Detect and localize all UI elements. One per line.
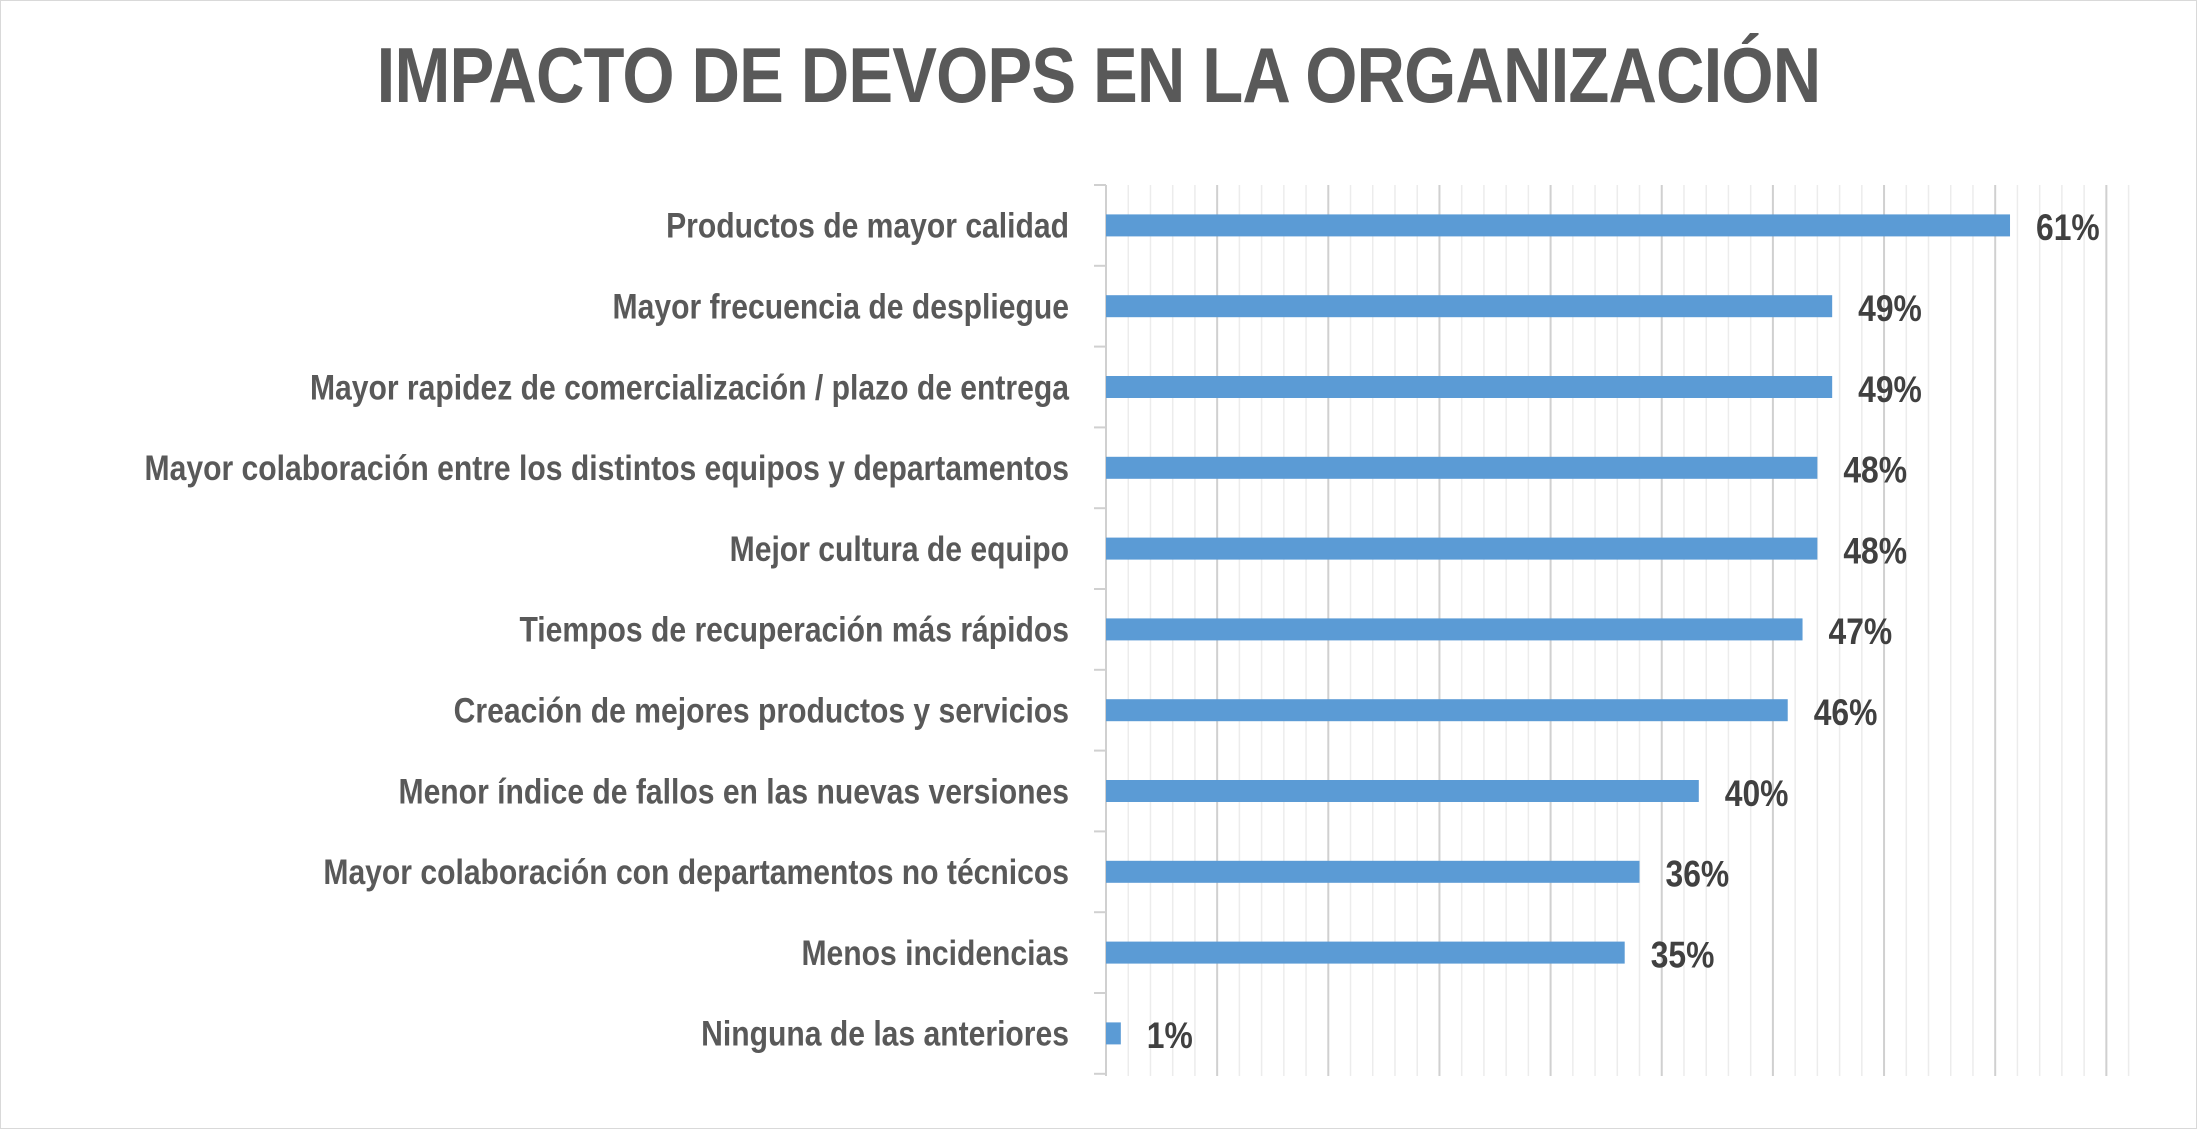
category-label: Creación de mejores productos y servicio… bbox=[454, 690, 1069, 730]
data-label: 47% bbox=[1829, 612, 1893, 653]
category-label: Productos de mayor calidad bbox=[666, 206, 1069, 246]
data-label: 49% bbox=[1858, 289, 1922, 330]
bar bbox=[1106, 1022, 1121, 1045]
data-label: 49% bbox=[1858, 370, 1922, 411]
category-label: Mayor rapidez de comercialización / plaz… bbox=[310, 367, 1070, 407]
data-label: 40% bbox=[1725, 774, 1789, 815]
category-label: Mejor cultura de equipo bbox=[730, 529, 1069, 569]
data-label: 35% bbox=[1651, 935, 1715, 976]
category-label: Menos incidencias bbox=[801, 933, 1069, 973]
bar bbox=[1106, 376, 1833, 398]
bar bbox=[1106, 618, 1803, 641]
data-label: 61% bbox=[2036, 208, 2100, 249]
category-label: Mayor colaboración con departamentos no … bbox=[323, 852, 1069, 892]
bar bbox=[1106, 699, 1788, 722]
data-label: 48% bbox=[1843, 450, 1907, 491]
category-label: Menor índice de fallos en las nuevas ver… bbox=[399, 771, 1069, 811]
data-label: 1% bbox=[1147, 1016, 1193, 1057]
category-label: Mayor colaboración entre los distintos e… bbox=[145, 448, 1069, 488]
bar bbox=[1106, 295, 1833, 318]
bar bbox=[1106, 214, 2011, 237]
bar bbox=[1106, 456, 1818, 479]
category-label: Tiempos de recuperación más rápidos bbox=[519, 610, 1069, 650]
bar bbox=[1106, 537, 1818, 560]
bar bbox=[1106, 941, 1625, 964]
category-label: Mayor frecuencia de despliegue bbox=[613, 286, 1069, 326]
bar bbox=[1106, 860, 1640, 883]
data-label: 48% bbox=[1843, 531, 1907, 572]
bar bbox=[1106, 780, 1699, 802]
data-label: 36% bbox=[1666, 854, 1730, 895]
chart-title: IMPACTO DE DEVOPS EN LA ORGANIZACIÓN bbox=[376, 31, 1822, 119]
data-label: 46% bbox=[1814, 693, 1878, 734]
category-label: Ninguna de las anteriores bbox=[701, 1014, 1069, 1054]
